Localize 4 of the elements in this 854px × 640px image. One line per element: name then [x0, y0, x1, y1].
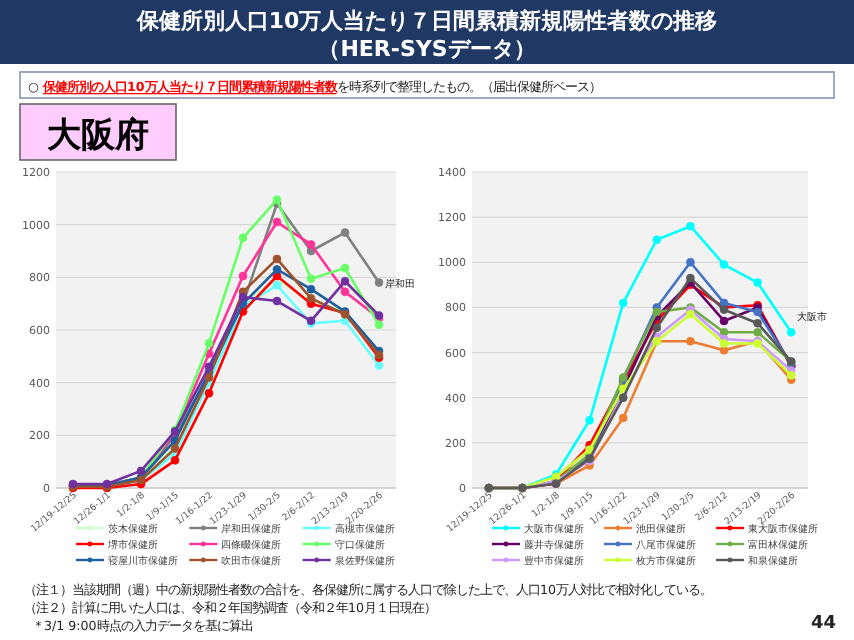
chart-subtitle: （HER-SYSデータ） [318, 36, 536, 62]
chart-title: 保健所別人口10万人当たり７日間累積新規陽性者数の推移 [134, 8, 718, 34]
text: 44 [810, 614, 836, 634]
text: 大阪府 [47, 116, 149, 156]
